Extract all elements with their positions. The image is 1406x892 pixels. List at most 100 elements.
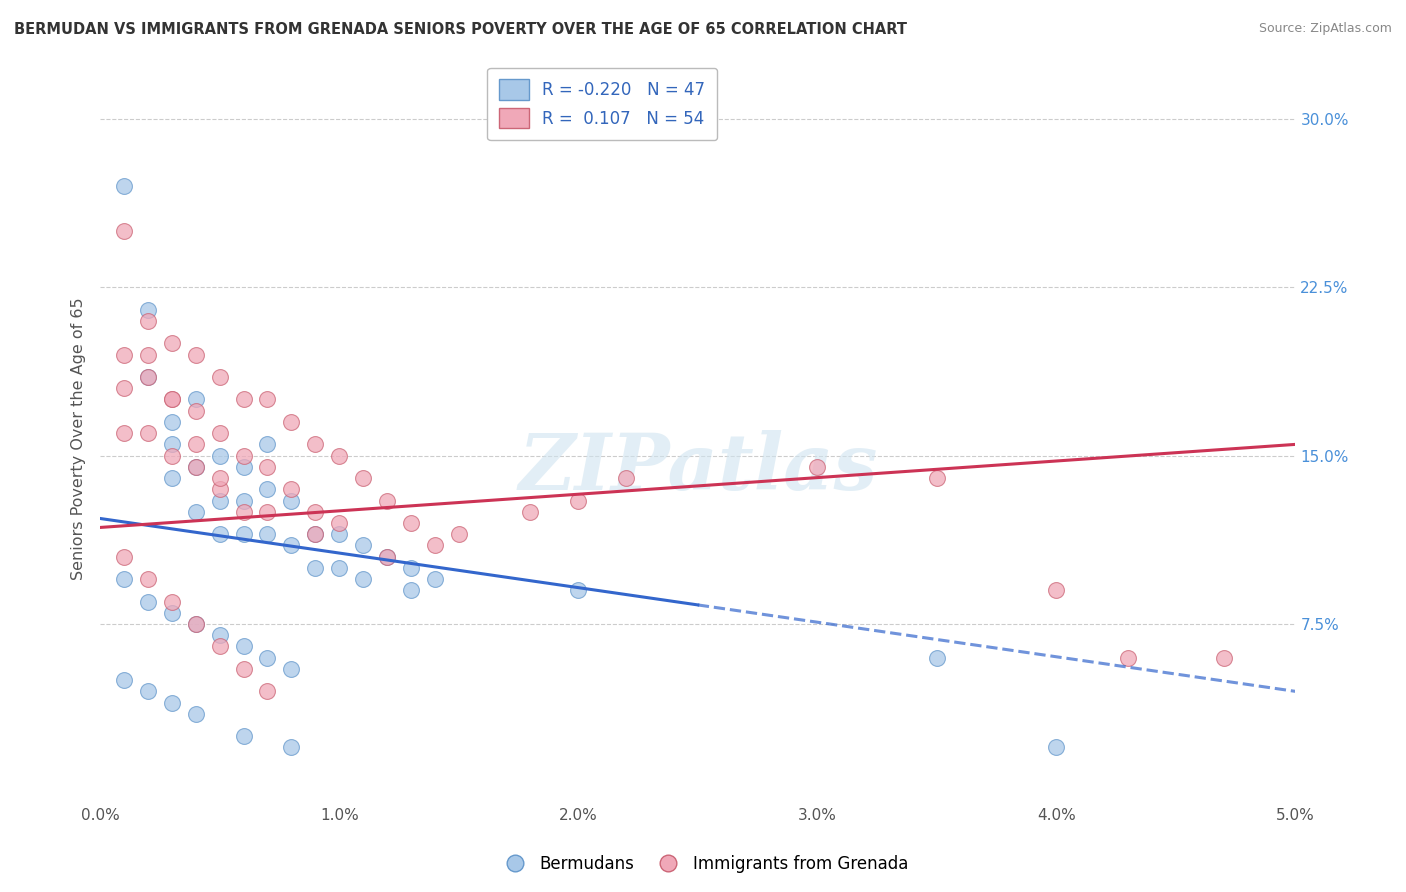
Point	[256, 483, 278, 497]
Point	[160, 449, 183, 463]
Point	[208, 628, 231, 642]
Point	[399, 516, 422, 530]
Point	[136, 684, 159, 698]
Point	[112, 572, 135, 586]
Text: Source: ZipAtlas.com: Source: ZipAtlas.com	[1258, 22, 1392, 36]
Point	[519, 505, 541, 519]
Point	[184, 348, 207, 362]
Text: ZIPatlas: ZIPatlas	[517, 430, 877, 506]
Point	[160, 437, 183, 451]
Point	[112, 224, 135, 238]
Point	[232, 505, 254, 519]
Point	[184, 706, 207, 721]
Point	[136, 314, 159, 328]
Point	[232, 392, 254, 407]
Point	[232, 459, 254, 474]
Point	[208, 483, 231, 497]
Point	[256, 527, 278, 541]
Point	[184, 505, 207, 519]
Point	[256, 505, 278, 519]
Point	[280, 483, 302, 497]
Point	[184, 617, 207, 632]
Point	[112, 179, 135, 194]
Point	[136, 370, 159, 384]
Point	[328, 449, 350, 463]
Point	[280, 415, 302, 429]
Point	[304, 527, 326, 541]
Point	[256, 437, 278, 451]
Point	[614, 471, 637, 485]
Point	[184, 437, 207, 451]
Text: BERMUDAN VS IMMIGRANTS FROM GRENADA SENIORS POVERTY OVER THE AGE OF 65 CORRELATI: BERMUDAN VS IMMIGRANTS FROM GRENADA SENI…	[14, 22, 907, 37]
Y-axis label: Seniors Poverty Over the Age of 65: Seniors Poverty Over the Age of 65	[72, 297, 86, 580]
Point	[208, 493, 231, 508]
Legend: Bermudans, Immigrants from Grenada: Bermudans, Immigrants from Grenada	[491, 848, 915, 880]
Point	[112, 348, 135, 362]
Legend: R = -0.220   N = 47, R =  0.107   N = 54: R = -0.220 N = 47, R = 0.107 N = 54	[488, 68, 717, 140]
Point	[184, 459, 207, 474]
Point	[208, 527, 231, 541]
Point	[1045, 583, 1067, 598]
Point	[375, 549, 398, 564]
Point	[208, 370, 231, 384]
Point	[232, 527, 254, 541]
Point	[328, 561, 350, 575]
Point	[136, 348, 159, 362]
Point	[208, 640, 231, 654]
Point	[280, 662, 302, 676]
Point	[399, 583, 422, 598]
Point	[423, 572, 446, 586]
Point	[256, 684, 278, 698]
Point	[112, 673, 135, 687]
Point	[232, 640, 254, 654]
Point	[208, 449, 231, 463]
Point	[184, 617, 207, 632]
Point	[112, 426, 135, 441]
Point	[136, 594, 159, 608]
Point	[160, 415, 183, 429]
Point	[112, 549, 135, 564]
Point	[160, 471, 183, 485]
Point	[567, 493, 589, 508]
Point	[208, 426, 231, 441]
Point	[208, 471, 231, 485]
Point	[352, 471, 374, 485]
Point	[160, 336, 183, 351]
Point	[232, 729, 254, 743]
Point	[160, 392, 183, 407]
Point	[184, 403, 207, 417]
Point	[256, 650, 278, 665]
Point	[925, 650, 948, 665]
Point	[136, 572, 159, 586]
Point	[256, 459, 278, 474]
Point	[160, 696, 183, 710]
Point	[280, 740, 302, 755]
Point	[447, 527, 470, 541]
Point	[160, 392, 183, 407]
Point	[160, 606, 183, 620]
Point	[280, 493, 302, 508]
Point	[1212, 650, 1234, 665]
Point	[1045, 740, 1067, 755]
Point	[232, 493, 254, 508]
Point	[112, 381, 135, 395]
Point	[304, 527, 326, 541]
Point	[184, 459, 207, 474]
Point	[806, 459, 828, 474]
Point	[184, 392, 207, 407]
Point	[304, 437, 326, 451]
Point	[232, 449, 254, 463]
Point	[328, 516, 350, 530]
Point	[423, 538, 446, 552]
Point	[136, 302, 159, 317]
Point	[304, 505, 326, 519]
Point	[375, 549, 398, 564]
Point	[232, 662, 254, 676]
Point	[280, 538, 302, 552]
Point	[160, 594, 183, 608]
Point	[256, 392, 278, 407]
Point	[352, 538, 374, 552]
Point	[375, 493, 398, 508]
Point	[567, 583, 589, 598]
Point	[925, 471, 948, 485]
